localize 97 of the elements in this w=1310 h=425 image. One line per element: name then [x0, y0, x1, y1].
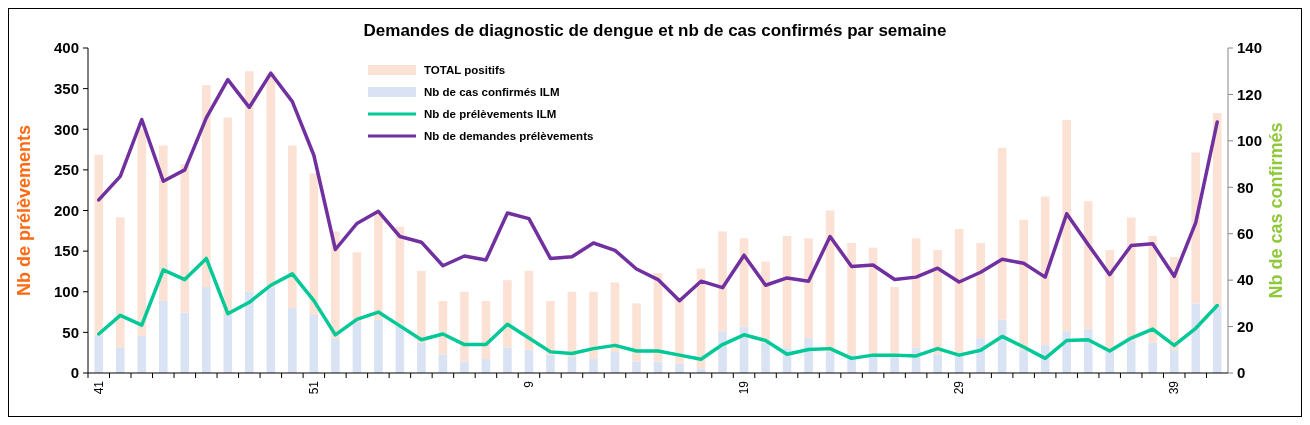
y-tick-label: 100	[53, 283, 79, 300]
bar	[1019, 349, 1028, 373]
bar	[589, 359, 598, 373]
bar	[503, 280, 512, 348]
bar	[417, 270, 426, 343]
x-tick-label: 29	[952, 380, 967, 395]
bar	[1169, 349, 1179, 373]
bar	[1148, 342, 1158, 373]
bar	[288, 145, 297, 308]
bar	[309, 314, 319, 373]
x-tick-label: 51	[307, 380, 322, 395]
bar	[1212, 113, 1222, 306]
bar	[1126, 217, 1136, 341]
y-tick-label: 150	[53, 242, 79, 260]
bar	[933, 249, 942, 355]
x-tick-label: 9	[522, 380, 537, 388]
bar	[137, 129, 147, 336]
bar	[460, 361, 469, 373]
y-tick-label: 300	[53, 120, 79, 138]
bar	[417, 342, 426, 373]
bar	[804, 338, 813, 373]
bar	[675, 363, 684, 373]
bar	[223, 117, 233, 315]
bar	[1105, 352, 1114, 373]
line-series	[97, 256, 1219, 361]
bar	[137, 335, 147, 373]
bar	[158, 301, 168, 373]
bar	[94, 154, 104, 336]
y2-tick-label: 0	[1237, 364, 1246, 382]
bar	[94, 335, 104, 373]
bar	[718, 231, 727, 332]
bar	[180, 164, 190, 313]
y-tick-label: 400	[53, 39, 79, 57]
bar	[180, 312, 190, 373]
bar	[331, 338, 340, 373]
y2-tick-label: 80	[1237, 178, 1254, 196]
bar	[288, 308, 297, 373]
bar	[997, 147, 1007, 320]
y2-tick-label: 60	[1237, 224, 1254, 242]
bar	[761, 342, 770, 373]
bar	[245, 291, 254, 373]
bar	[1126, 340, 1136, 373]
bar	[546, 301, 555, 355]
bar	[1062, 331, 1071, 373]
chart-title: Demandes de diagnostic de dengue et nb de cas confirmés par semaine	[363, 21, 947, 40]
bar	[1191, 303, 1201, 373]
legend-label: Nb de cas confirmés ILM	[424, 86, 560, 99]
bar	[911, 238, 921, 348]
bar	[374, 319, 383, 373]
bar	[675, 298, 684, 364]
bar	[1191, 152, 1201, 304]
bar	[438, 354, 448, 373]
bar	[245, 71, 254, 292]
legend-label: Nb de prélèvements ILM	[424, 108, 557, 121]
y-tick-label: 200	[53, 201, 79, 219]
bar	[761, 261, 770, 343]
y2-tick-label: 100	[1237, 132, 1263, 150]
y2-axis-title: Nb de cas confirmés	[1266, 122, 1286, 299]
x-tick-label: 41	[91, 380, 106, 395]
bar	[933, 354, 942, 373]
bar	[890, 287, 899, 355]
bar	[460, 291, 469, 362]
bar	[266, 287, 276, 373]
bar	[589, 291, 598, 360]
bar	[1212, 305, 1222, 373]
bar	[115, 347, 125, 373]
y-axis-title: Nb de prélèvements	[14, 124, 34, 297]
bar	[546, 354, 555, 373]
y2-tick-label: 140	[1237, 39, 1263, 57]
bar	[374, 212, 383, 320]
bar	[202, 85, 211, 288]
bar	[223, 314, 233, 373]
bar	[632, 303, 641, 362]
bar	[976, 243, 985, 339]
bar	[1062, 119, 1071, 332]
bar	[782, 236, 792, 348]
legend-label: Nb de demandes prélèvements	[424, 130, 594, 143]
bar	[115, 217, 125, 348]
y2-tick-label: 40	[1237, 271, 1254, 289]
bar	[1019, 219, 1028, 350]
bar	[202, 287, 211, 373]
bar	[632, 361, 641, 373]
x-tick-label: 19	[737, 380, 752, 395]
y-tick-label: 50	[62, 323, 79, 341]
y-tick-label: 350	[53, 79, 79, 97]
bar	[352, 321, 362, 373]
bar	[1148, 236, 1158, 343]
y-tick-label: 250	[53, 161, 79, 179]
y-tick-label: 0	[70, 364, 79, 382]
y2-tick-label: 20	[1237, 317, 1254, 335]
x-tick-label: 39	[1167, 380, 1182, 395]
bar	[804, 238, 813, 339]
legend-label: TOTAL positifs	[424, 64, 506, 77]
y2-tick-label: 120	[1237, 85, 1263, 103]
bar	[847, 243, 856, 355]
bar	[503, 347, 512, 373]
bar	[158, 145, 168, 302]
